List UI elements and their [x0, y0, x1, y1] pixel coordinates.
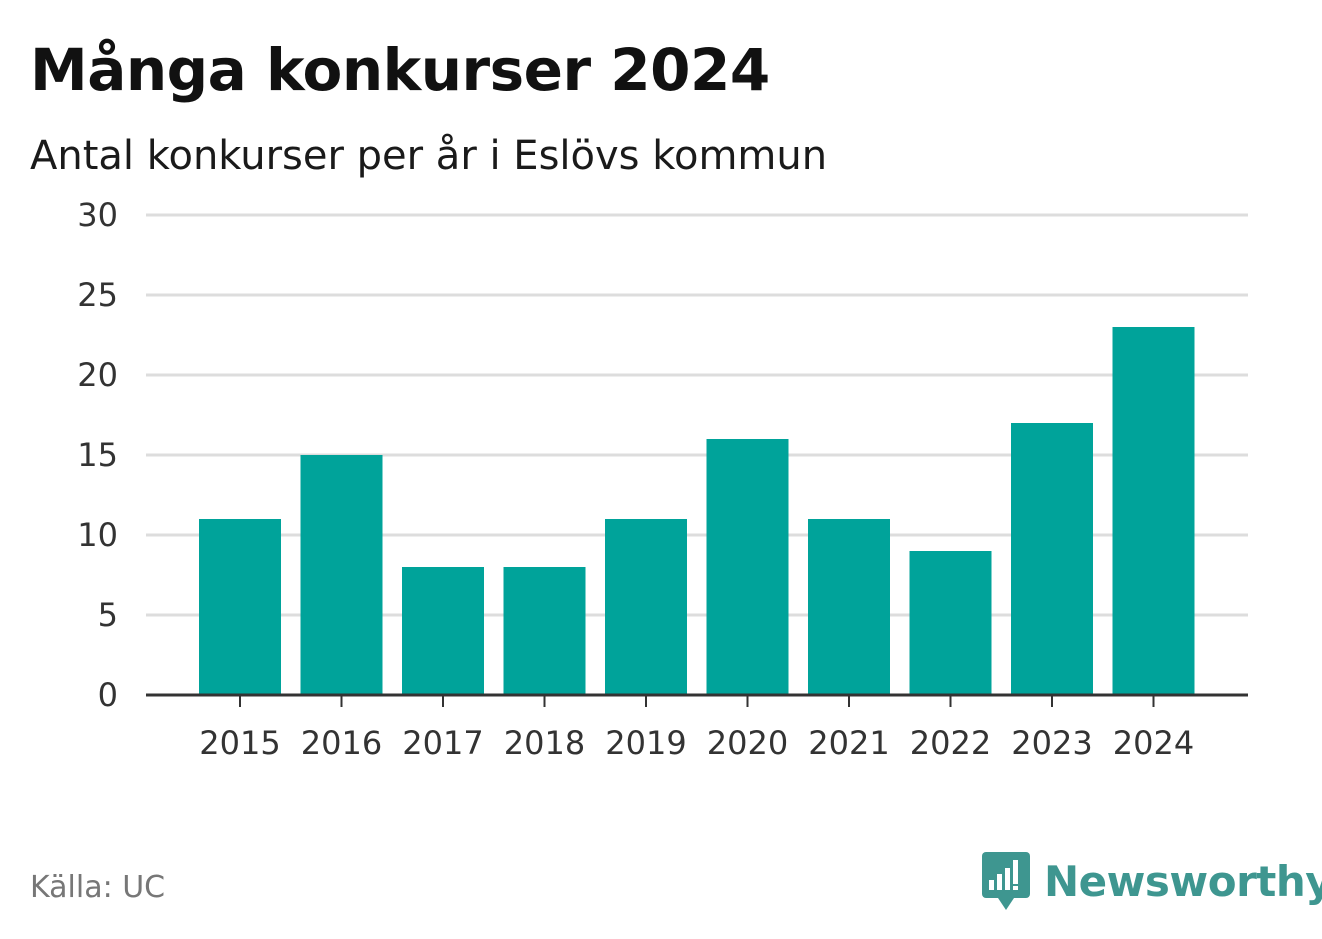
bar: [909, 551, 992, 695]
x-tick-label: 2024: [1113, 724, 1194, 762]
x-tick-label: 2022: [910, 724, 991, 762]
x-tick-label: 2021: [808, 724, 889, 762]
bar: [503, 567, 586, 695]
newsworthy-logo-icon: [982, 852, 1030, 910]
x-axis: [146, 693, 1248, 707]
chart-title: Många konkurser 2024: [30, 36, 770, 104]
x-tick-label: 2017: [402, 724, 483, 762]
y-tick-label: 20: [77, 356, 118, 394]
bar: [1011, 423, 1093, 695]
x-tick-label: 2023: [1011, 724, 1092, 762]
bar: [300, 455, 383, 695]
bar-chart: 0 5 10 15 20 25 30 2015 2016 2017 2018 2019 2020 202…: [77, 196, 1248, 762]
x-tick-label: 2019: [605, 724, 686, 762]
newsworthy-logo: Newsworthy: [980, 850, 1322, 912]
y-tick-labels: 0 5 10 15 20 25 30: [77, 196, 118, 714]
y-tick-label: 0: [98, 676, 118, 714]
bar: [402, 567, 484, 695]
bars: [199, 327, 1195, 695]
x-tick-labels: 2015 2016 2017 2018 2019 2020 2021 2022 2023 2024: [199, 724, 1194, 762]
bar: [605, 519, 687, 695]
y-tick-label: 5: [98, 596, 118, 634]
x-tick-label: 2018: [504, 724, 585, 762]
brand-name: Newsworthy: [1044, 856, 1322, 906]
bar: [706, 439, 789, 695]
y-tick-label: 10: [77, 516, 118, 554]
x-tick-label: 2015: [199, 724, 280, 762]
x-tick-label: 2016: [301, 724, 382, 762]
y-tick-label: 30: [77, 196, 118, 234]
bar: [1112, 327, 1195, 695]
source-note: Källa: UC: [30, 870, 166, 905]
bar: [199, 519, 281, 695]
bar: [808, 519, 890, 695]
y-tick-label: 15: [77, 436, 118, 474]
y-tick-label: 25: [77, 276, 118, 314]
x-tick-label: 2020: [707, 724, 788, 762]
chart-subtitle: Antal konkurser per år i Eslövs kommun: [30, 133, 828, 179]
